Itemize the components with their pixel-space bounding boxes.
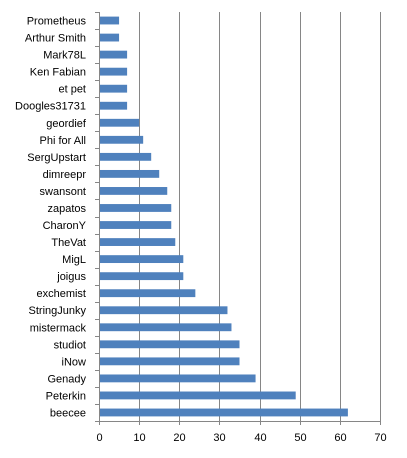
x-tick-label: 20	[173, 432, 185, 444]
category-label: StringJunky	[29, 305, 87, 317]
category-label: swansont	[40, 186, 86, 198]
bar	[100, 255, 184, 264]
category-label: dimreepr	[43, 169, 87, 181]
bar	[100, 84, 128, 93]
bar	[100, 16, 120, 25]
bar	[100, 357, 240, 366]
bar	[100, 101, 128, 110]
category-label: beecee	[50, 407, 86, 419]
category-label: exchemist	[36, 288, 86, 300]
category-label: Genady	[47, 373, 86, 385]
category-label: et pet	[58, 84, 86, 96]
bar	[100, 238, 176, 246]
bar	[100, 187, 168, 195]
bars	[100, 16, 348, 417]
category-label: Ken Fabian	[30, 67, 86, 79]
category-label: Arthur Smith	[25, 33, 86, 45]
bar	[100, 306, 228, 315]
category-label: TheVat	[51, 237, 86, 249]
bar	[100, 50, 128, 59]
category-label: iNow	[62, 356, 87, 368]
bar	[100, 204, 172, 212]
category-label: Prometheus	[27, 16, 87, 28]
category-label: Peterkin	[46, 390, 86, 402]
x-tick-label: 10	[133, 432, 145, 444]
x-tick-labels: 0 10 20 30 40 50 60 70	[96, 432, 386, 444]
category-labels: Prometheus Arthur Smith Mark78L Ken Fabian e…	[15, 16, 87, 420]
bar	[100, 289, 196, 298]
bar	[100, 118, 140, 127]
category-label: SergUpstart	[27, 152, 86, 164]
x-tick-label: 40	[254, 432, 266, 444]
x-tick-label: 70	[374, 432, 386, 444]
bar	[100, 135, 144, 144]
bar	[100, 221, 172, 229]
bar	[100, 323, 232, 332]
bar	[100, 374, 256, 383]
category-label: Doogles31731	[15, 101, 86, 113]
category-label: Phi for All	[40, 135, 86, 147]
axes	[95, 12, 381, 425]
x-tick-label: 0	[96, 432, 102, 444]
category-label: studiot	[54, 339, 86, 351]
bar	[100, 67, 128, 76]
bar	[100, 169, 160, 178]
x-tick-label: 50	[294, 432, 306, 444]
x-tick-label: 30	[213, 432, 225, 444]
bar	[100, 340, 240, 349]
category-label: joigus	[56, 271, 86, 283]
category-label: CharonY	[43, 220, 87, 232]
category-label: MigL	[62, 254, 86, 266]
bar	[100, 391, 296, 400]
category-label: zapatos	[47, 203, 86, 215]
bar	[100, 33, 120, 42]
bar	[100, 272, 184, 281]
bar	[100, 408, 348, 417]
x-tick-label: 60	[334, 432, 346, 444]
bar	[100, 152, 152, 161]
gridlines	[139, 12, 381, 421]
category-label: mistermack	[30, 322, 87, 334]
category-label: geordief	[46, 118, 87, 130]
category-label: Mark78L	[43, 50, 86, 62]
